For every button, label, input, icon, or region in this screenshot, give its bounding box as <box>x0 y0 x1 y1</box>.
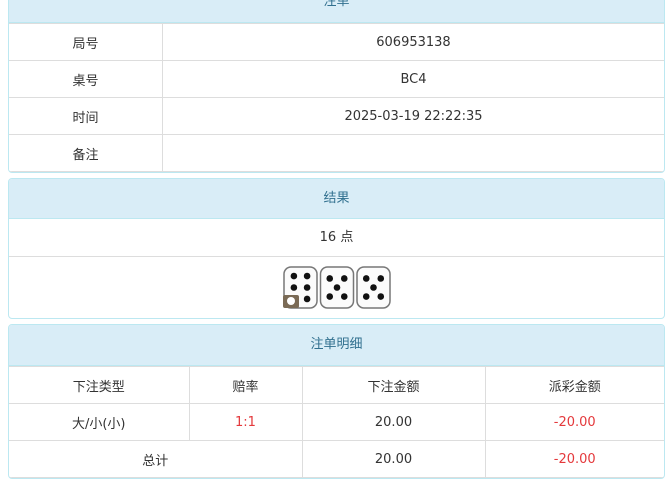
row: 大/小(小) 1:1 20.00 -20.00 <box>9 403 664 441</box>
total-label: 总计 <box>9 440 303 478</box>
column-header: 下注金额 <box>301 366 486 404</box>
panel-title: 注单明细 <box>9 325 664 366</box>
pip <box>290 284 298 291</box>
column-header: 赔率 <box>188 366 303 404</box>
column-header: 派彩金额 <box>484 366 664 404</box>
value: 2025-03-19 22:22:35 <box>162 97 664 135</box>
label: 局号 <box>9 23 163 61</box>
header-row: 下注类型 赔率 下注金额 派彩金额 <box>9 366 664 404</box>
order-panel: 注单 局号 606953138 桌号 BC4 时间 2025-03-19 22:22:35… <box>8 0 665 173</box>
points: 16 点 <box>9 219 664 257</box>
result-panel: 结果 16 点 <box>8 178 665 319</box>
cell: 大/小(小) <box>9 403 190 441</box>
cell: 1:1 <box>188 403 303 441</box>
pip <box>340 293 348 300</box>
row: 局号 606953138 <box>9 23 664 61</box>
pip <box>362 275 370 282</box>
cell: 20.00 <box>301 403 486 441</box>
row: 桌号 BC4 <box>9 60 664 98</box>
dice <box>283 266 391 309</box>
pip <box>326 293 334 300</box>
total-row: 总计 20.00 -20.00 <box>9 440 664 478</box>
pip <box>290 272 298 280</box>
info-icon <box>283 295 299 308</box>
pip <box>303 272 311 280</box>
value <box>162 134 664 172</box>
detail-table: 下注类型 赔率 下注金额 派彩金额 大/小(小) 1:1 20.00 -20.00 总计 20.0… <box>9 366 664 478</box>
icon-dot <box>287 297 295 305</box>
value: 606953138 <box>162 23 664 61</box>
detail-panel: 注单明细 下注类型 赔率 下注金额 派彩金额 大/小(小) 1:1 20.00 -20.00 总… <box>8 324 665 479</box>
total-payout: -20.00 <box>484 440 664 478</box>
panel-title: 结果 <box>9 179 664 219</box>
cell: -20.00 <box>484 403 664 441</box>
pip <box>370 284 377 291</box>
panel-title: 注单 <box>9 0 664 23</box>
order-table: 局号 606953138 桌号 BC4 时间 2025-03-19 22:22:35 备注 <box>9 23 664 172</box>
row: 备注 <box>9 134 664 172</box>
value: BC4 <box>162 60 664 98</box>
pip <box>340 275 348 282</box>
die <box>356 266 391 309</box>
pip <box>362 293 370 300</box>
die <box>319 266 355 309</box>
pip <box>303 295 311 303</box>
column-header: 下注类型 <box>9 366 190 404</box>
total-amount: 20.00 <box>301 440 486 478</box>
pip <box>303 284 311 291</box>
row: 时间 2025-03-19 22:22:35 <box>9 97 664 135</box>
pip <box>377 293 385 300</box>
label: 备注 <box>9 134 163 172</box>
pip <box>326 275 334 282</box>
label: 桌号 <box>9 60 163 98</box>
pip <box>333 284 341 291</box>
pip <box>377 275 385 282</box>
label: 时间 <box>9 97 163 135</box>
